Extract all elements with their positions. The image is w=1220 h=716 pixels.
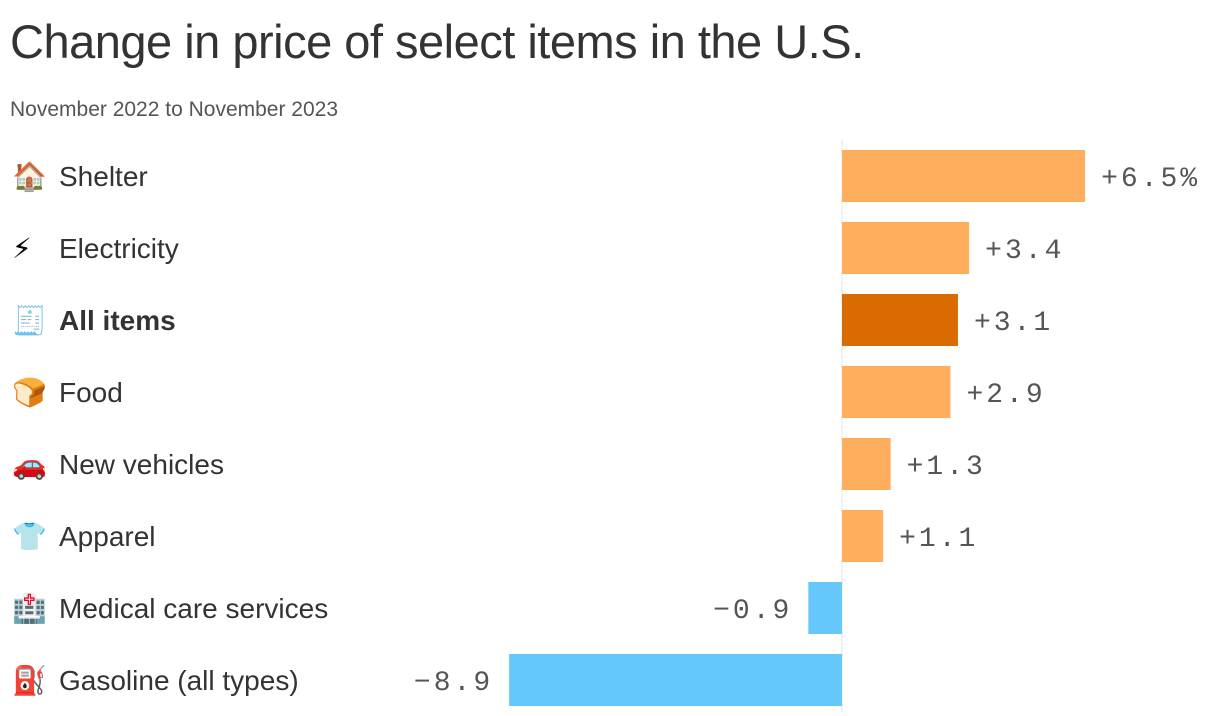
bar-row: 🧾 All items +3.1 bbox=[12, 294, 1053, 346]
category-label: Apparel bbox=[59, 521, 156, 552]
house-icon: 🏠 bbox=[12, 160, 47, 193]
bar bbox=[842, 366, 951, 418]
fuel-pump-icon: ⛽ bbox=[12, 664, 47, 697]
value-label: +3.4 bbox=[985, 236, 1064, 267]
category-label: All items bbox=[59, 305, 176, 336]
bar bbox=[842, 150, 1086, 202]
value-label: +3.1 bbox=[974, 308, 1053, 339]
bar-row: 🚗 New vehicles +1.3 bbox=[12, 438, 986, 490]
value-label: −0.9 bbox=[713, 596, 792, 627]
bar-row: 🍞 Food +2.9 bbox=[12, 366, 1045, 418]
value-label: +1.1 bbox=[899, 524, 978, 555]
value-label: +6.5% bbox=[1101, 164, 1200, 195]
value-label: −8.9 bbox=[414, 668, 493, 699]
category-label: Medical care services bbox=[59, 593, 328, 624]
tshirt-icon: 👕 bbox=[12, 520, 47, 553]
value-label: +1.3 bbox=[907, 452, 986, 483]
bar bbox=[842, 438, 891, 490]
bar-row: ⚡ Electricity +3.4 bbox=[12, 222, 1064, 274]
bread-icon: 🍞 bbox=[12, 376, 47, 409]
category-label: Gasoline (all types) bbox=[59, 665, 299, 696]
hospital-icon: 🏥 bbox=[12, 592, 47, 625]
bar bbox=[842, 294, 958, 346]
category-label: New vehicles bbox=[59, 449, 224, 480]
bar bbox=[842, 510, 884, 562]
bar bbox=[842, 222, 970, 274]
bar-row: ⛽ Gasoline (all types) −8.9 bbox=[12, 654, 842, 706]
receipt-icon: 🧾 bbox=[12, 304, 47, 337]
bar-row: 🏠 Shelter +6.5% bbox=[12, 150, 1200, 202]
bar-row: 🏥 Medical care services −0.9 bbox=[12, 582, 842, 634]
lightning-icon: ⚡ bbox=[12, 232, 32, 265]
chart-subtitle: November 2022 to November 2023 bbox=[10, 98, 339, 121]
bar-row: 👕 Apparel +1.1 bbox=[12, 510, 978, 562]
car-icon: 🚗 bbox=[12, 448, 47, 481]
bar bbox=[509, 654, 842, 706]
value-label: +2.9 bbox=[966, 380, 1045, 411]
category-label: Shelter bbox=[59, 161, 148, 192]
bar bbox=[808, 582, 842, 634]
category-label: Food bbox=[59, 377, 123, 408]
category-label: Electricity bbox=[59, 233, 179, 264]
chart-title: Change in price of select items in the U… bbox=[10, 15, 864, 68]
